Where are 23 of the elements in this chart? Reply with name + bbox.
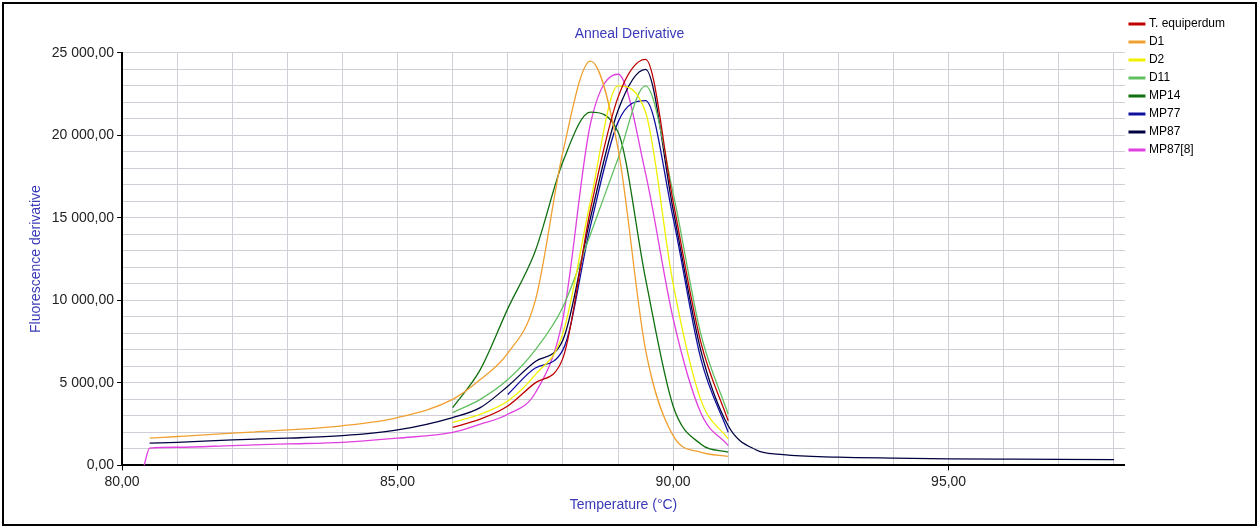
y-tick-label: 25 000,00 — [51, 43, 115, 60]
y-tick-label: 10 000,00 — [51, 291, 115, 308]
x-tick-label: 80,00 — [104, 472, 140, 489]
chart-title: Anneal Derivative — [574, 25, 685, 42]
legend-label: MP77 — [1148, 106, 1181, 121]
y-tick-label: 15 000,00 — [51, 208, 115, 225]
line-series — [148, 68, 1115, 461]
line-series — [507, 100, 729, 434]
y-tick-label: 5 000,00 — [59, 373, 115, 390]
legend-label: D1 — [1148, 34, 1165, 49]
x-tick-label: 85,00 — [380, 472, 416, 489]
legend-label: MP87 — [1148, 124, 1181, 139]
legend-label: D2 — [1148, 52, 1165, 67]
y-axis-title: Fluorescence derivative — [27, 184, 44, 334]
legend-label: MP87[8] — [1148, 142, 1194, 157]
legend-label: T. equiperdum — [1148, 16, 1225, 31]
legend-label: D11 — [1148, 70, 1171, 85]
x-tick-label: 95,00 — [931, 472, 967, 489]
y-tick-label: 20 000,00 — [51, 126, 115, 143]
x-axis-title: Temperature (°C) — [569, 496, 678, 513]
legend-label: MP14 — [1148, 88, 1181, 103]
y-tick-label: 0,00 — [86, 456, 115, 473]
x-tick-label: 90,00 — [655, 472, 691, 489]
